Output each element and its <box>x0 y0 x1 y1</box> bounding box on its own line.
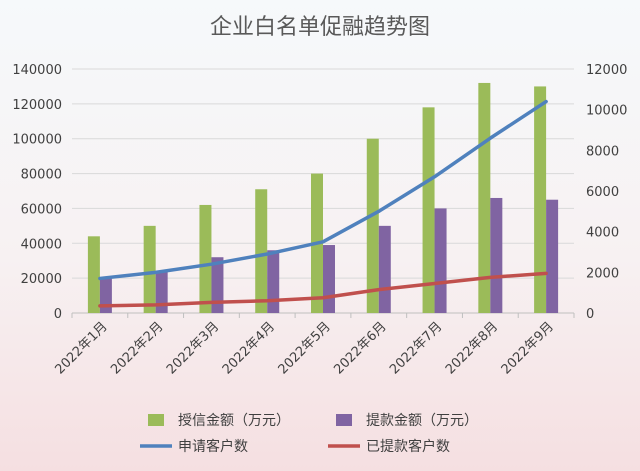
y-right-tick-label: 8000 <box>586 144 619 159</box>
chart-title: 企业白名单促融趋势图 <box>210 15 430 40</box>
y-right-tick-label: 6000 <box>586 185 619 200</box>
legend-credit-amount: 授信金额（万元） <box>148 413 290 429</box>
bar-withdrawal-amount <box>546 199 559 313</box>
x-tick-label: 2022年3月 <box>164 319 222 377</box>
legend: 授信金额（万元） 提款金额（万元） 申请客户数 已提款客户数 <box>140 413 478 455</box>
bar-withdrawal-amount <box>155 271 168 313</box>
bar-withdrawal-amount <box>211 257 224 313</box>
y-right-tick-label: 0 <box>586 307 594 322</box>
bar-withdrawal-amount <box>323 245 335 313</box>
x-tick-label: 2022年7月 <box>387 319 445 377</box>
bar-marks <box>87 82 559 313</box>
x-tick-label: 2022年2月 <box>108 319 166 377</box>
line-marks <box>98 99 548 308</box>
bar-withdrawal-amount <box>378 225 391 313</box>
legend-label: 已提款客户数 <box>366 438 450 455</box>
legend-label: 提款金额（万元） <box>366 413 478 429</box>
x-tick-label: 2022年4月 <box>220 319 278 377</box>
line-applicants <box>98 99 548 281</box>
y-left-tick-label: 140000 <box>12 63 62 78</box>
x-tick-label: 2022年9月 <box>499 319 557 377</box>
y-left-tick-label: 40000 <box>21 237 62 252</box>
x-tick-label: 2022年8月 <box>443 319 501 377</box>
bar-credit-amount <box>534 86 547 313</box>
y-right-tick-label: 12000 <box>586 63 627 78</box>
bar-credit-amount <box>422 107 435 313</box>
y-right-tick-label: 4000 <box>586 226 619 241</box>
y-left-tick-label: 60000 <box>21 202 62 217</box>
y-left-tick-label: 0 <box>54 307 62 322</box>
line-withdrawn-customers <box>98 271 548 308</box>
y-left-tick-label: 100000 <box>12 133 62 148</box>
x-tick-label: 2022年6月 <box>331 319 389 377</box>
y-left-tick-label: 20000 <box>21 272 62 287</box>
y-right-tick-label: 2000 <box>586 266 619 281</box>
bar-withdrawal-amount <box>99 278 112 313</box>
bar-withdrawal-amount <box>490 197 503 313</box>
legend-applicants: 申请客户数 <box>140 438 248 455</box>
bar-withdrawal-amount <box>434 208 447 313</box>
y-left-tick-label: 120000 <box>12 98 62 113</box>
bar-credit-amount <box>255 189 268 313</box>
bar-withdrawal-amount <box>267 250 280 313</box>
legend-label: 申请客户数 <box>178 438 248 455</box>
legend-withdrawn-customers: 已提款客户数 <box>328 438 450 455</box>
x-tick-label: 2022年1月 <box>52 319 110 377</box>
bar-credit-amount <box>143 225 156 313</box>
x-tick-label: 2022年5月 <box>276 319 334 377</box>
bar-credit-amount <box>199 204 212 313</box>
bar-credit-amount <box>87 236 100 313</box>
bar-credit-amount <box>366 138 379 313</box>
legend-swatch <box>336 414 352 426</box>
legend-swatch <box>148 414 164 426</box>
y-left-tick-label: 80000 <box>21 168 62 183</box>
legend-label: 授信金额（万元） <box>178 413 290 429</box>
legend-withdrawal-amount: 提款金额（万元） <box>336 413 478 429</box>
y-right-tick-label: 10000 <box>586 104 627 119</box>
